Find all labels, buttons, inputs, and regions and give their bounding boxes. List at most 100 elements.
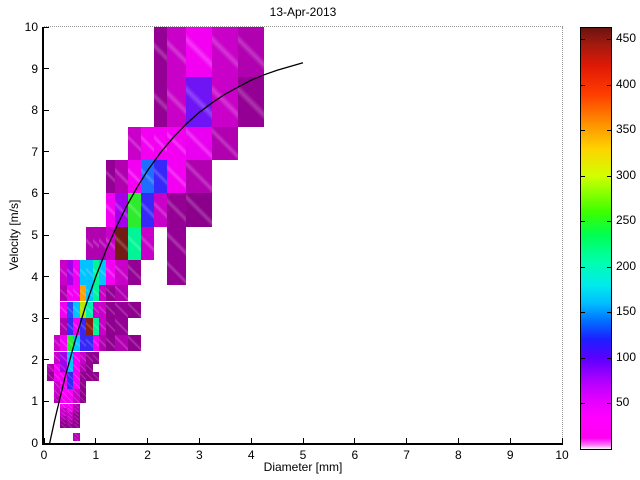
heatmap-cell bbox=[92, 226, 99, 260]
heatmap-cell bbox=[66, 260, 74, 285]
heatmap-cell bbox=[66, 407, 74, 412]
heatmap-cell bbox=[105, 318, 116, 335]
heatmap-cell bbox=[60, 420, 67, 425]
y-tick-label: 7 bbox=[31, 144, 38, 159]
heatmap-cell bbox=[115, 334, 129, 352]
plot-border-top bbox=[44, 26, 563, 27]
x-tick-label: 8 bbox=[455, 448, 462, 462]
heatmap-cell bbox=[73, 284, 80, 302]
colorbar-tick-label: 50 bbox=[616, 395, 630, 410]
colorbar-tick-label: 400 bbox=[616, 76, 637, 91]
heatmap-cell bbox=[73, 436, 80, 441]
heatmap-cell bbox=[73, 260, 80, 285]
heatmap-cell bbox=[86, 301, 93, 319]
colorbar-tick-label: 250 bbox=[616, 213, 637, 228]
heatmap-cell bbox=[212, 27, 239, 77]
colorbar-tick-mark bbox=[581, 403, 585, 405]
colorbar-tick-mark bbox=[581, 84, 585, 86]
colorbar-tick-label: 200 bbox=[616, 258, 637, 273]
colorbar-tick-mark bbox=[581, 221, 585, 223]
colorbar-tick-mark bbox=[607, 357, 611, 359]
heatmap-cell bbox=[79, 372, 87, 381]
heatmap-cell bbox=[53, 380, 61, 389]
heatmap-cell bbox=[66, 403, 74, 408]
heatmap-cell bbox=[115, 284, 129, 302]
heatmap-cell bbox=[105, 160, 116, 194]
heatmap-cell bbox=[186, 76, 213, 127]
heatmap-cell bbox=[167, 193, 187, 227]
heatmap-cell bbox=[73, 420, 80, 425]
heatmap-cell bbox=[154, 193, 168, 227]
heatmap-cell bbox=[105, 260, 116, 285]
heatmap-cell bbox=[73, 388, 80, 398]
heatmap-cell bbox=[86, 260, 93, 285]
heatmap-cell bbox=[86, 334, 93, 352]
colorbar-tick-label: 350 bbox=[616, 122, 637, 137]
y-tick-mark bbox=[44, 234, 49, 236]
heatmap-cell bbox=[128, 301, 142, 319]
heatmap-cell bbox=[79, 397, 87, 404]
colorbar-tick-mark bbox=[581, 175, 585, 177]
heatmap-cell bbox=[60, 416, 67, 421]
x-tick-mark bbox=[250, 438, 252, 443]
heatmap-cell bbox=[128, 126, 142, 161]
heatmap-cell bbox=[66, 380, 74, 389]
heatmap-cell bbox=[115, 260, 129, 285]
x-tick-label: 2 bbox=[144, 448, 151, 462]
heatmap-cell bbox=[53, 334, 61, 352]
heatmap-cell bbox=[128, 193, 142, 227]
y-tick-label: 8 bbox=[31, 103, 38, 118]
x-tick-mark bbox=[147, 438, 149, 443]
y-tick-label: 9 bbox=[31, 61, 38, 76]
heatmap-cell bbox=[86, 372, 93, 381]
heatmap-cell bbox=[141, 193, 154, 227]
heatmap-cell bbox=[115, 160, 129, 194]
heatmap-cell bbox=[60, 407, 67, 412]
heatmap-cell bbox=[115, 226, 129, 260]
heatmap-cell bbox=[66, 411, 74, 416]
heatmap-cell bbox=[66, 301, 74, 319]
heatmap-cell bbox=[141, 126, 154, 161]
heatmap-cell bbox=[167, 160, 187, 194]
colorbar-tick-label: 300 bbox=[616, 167, 637, 182]
x-tick-label: 10 bbox=[555, 448, 569, 462]
heatmap-cell bbox=[60, 260, 67, 285]
heatmap-cell bbox=[92, 284, 99, 302]
plot-area bbox=[43, 26, 563, 443]
heatmap-cell bbox=[238, 27, 265, 77]
heatmap-cell bbox=[66, 372, 74, 381]
heatmap-cell bbox=[60, 318, 67, 335]
heatmap-cell bbox=[66, 284, 74, 302]
heatmap-cell bbox=[73, 411, 80, 416]
y-tick-label: 3 bbox=[31, 311, 38, 326]
colorbar bbox=[580, 27, 612, 450]
heatmap-cell bbox=[154, 76, 168, 127]
heatmap-cell bbox=[92, 318, 99, 335]
heatmap-cell bbox=[47, 372, 54, 381]
x-tick-mark bbox=[406, 438, 408, 443]
x-tick-label: 1 bbox=[92, 448, 100, 462]
y-tick-label: 4 bbox=[31, 269, 38, 284]
heatmap-cell bbox=[73, 407, 80, 412]
x-tick-label: 7 bbox=[403, 448, 410, 462]
heatmap-cell bbox=[154, 160, 168, 194]
heatmap-cell bbox=[167, 126, 187, 161]
colorbar-tick-mark bbox=[581, 312, 585, 314]
colorbar-tick-mark bbox=[607, 130, 611, 132]
colorbar-tick-mark bbox=[607, 38, 611, 40]
heatmap-cell bbox=[86, 226, 93, 260]
x-tick-mark bbox=[509, 438, 511, 443]
heatmap-cell bbox=[66, 318, 74, 335]
heatmap-cell bbox=[105, 334, 116, 352]
heatmap-cell bbox=[79, 284, 87, 302]
heatmap-cell bbox=[53, 372, 61, 381]
x-tick-label: 3 bbox=[196, 448, 203, 462]
heatmap-cell bbox=[79, 351, 87, 364]
heatmap-cell bbox=[60, 364, 67, 373]
heatmap-cell bbox=[92, 372, 99, 381]
heatmap-cell bbox=[66, 420, 74, 425]
colorbar-tick-mark bbox=[607, 221, 611, 223]
heatmap-cell bbox=[167, 27, 187, 77]
heatmap-cell bbox=[53, 397, 61, 404]
heatmap-cell bbox=[105, 226, 116, 260]
